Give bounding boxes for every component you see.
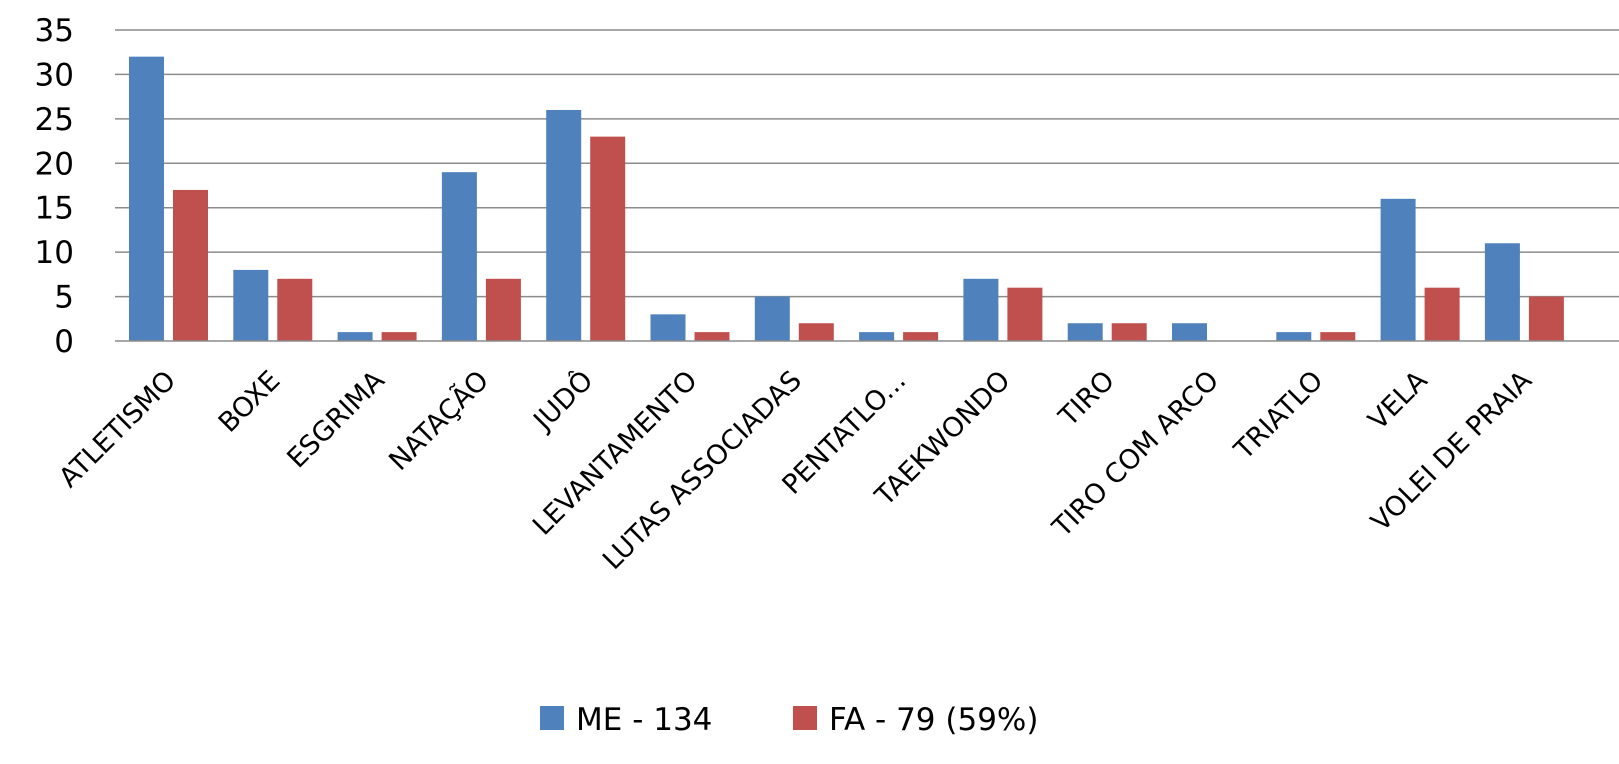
x-tick-label: ESGRIMA	[281, 365, 391, 475]
bar	[754, 296, 790, 341]
bar	[485, 278, 521, 341]
x-tick-label: TIRO	[1053, 365, 1121, 433]
y-tick-label: 35	[35, 13, 74, 49]
x-tick-label: LUTAS ASSOCIADAS	[597, 365, 808, 576]
y-tick-label: 15	[35, 191, 74, 227]
y-tick-label: 30	[35, 57, 74, 93]
bars	[129, 56, 1564, 342]
y-tick-label: 20	[35, 146, 74, 182]
bar	[1067, 323, 1103, 341]
y-axis-ticks: 0 5 10 15 20 25 30 35	[35, 13, 74, 360]
x-tick-label: BOXE	[213, 365, 287, 439]
y-tick-label: 25	[35, 102, 74, 138]
bar	[173, 189, 208, 341]
bar	[1007, 287, 1043, 341]
bar	[277, 278, 313, 341]
bar	[233, 269, 269, 341]
bar	[129, 56, 164, 342]
x-tick-label: JUDÔ	[526, 364, 599, 437]
bar	[1380, 198, 1416, 341]
legend-swatch	[793, 706, 817, 730]
x-tick-label: VELA	[1363, 365, 1435, 437]
gridlines	[115, 29, 1619, 298]
bar	[1111, 323, 1147, 341]
legend-swatch	[540, 706, 564, 730]
bar	[694, 332, 730, 341]
y-tick-label: 10	[35, 235, 74, 271]
bar	[903, 332, 939, 341]
legend: ME - 134 FA - 79 (59%)	[540, 702, 1038, 738]
y-tick-label: 0	[54, 324, 74, 360]
x-tick-label: TRIATLO	[1228, 365, 1329, 466]
bar	[859, 332, 895, 341]
bar	[963, 278, 999, 341]
bar	[1320, 332, 1356, 341]
legend-label: FA - 79 (59%)	[829, 702, 1038, 738]
bar	[590, 136, 626, 341]
bar	[1276, 332, 1312, 341]
bar	[1172, 323, 1207, 341]
bar	[337, 332, 373, 341]
legend-label: ME - 134	[576, 702, 712, 738]
bar	[798, 323, 834, 341]
bar	[1484, 243, 1520, 341]
bar	[546, 109, 582, 341]
x-tick-label: NATAÇÃO	[383, 364, 495, 476]
y-tick-label: 5	[54, 280, 74, 316]
bar	[650, 314, 686, 341]
bar	[381, 332, 417, 341]
bar	[1528, 296, 1564, 341]
bar	[1424, 287, 1460, 341]
x-tick-label: ATLETISMO	[53, 365, 182, 494]
bar	[441, 172, 477, 341]
